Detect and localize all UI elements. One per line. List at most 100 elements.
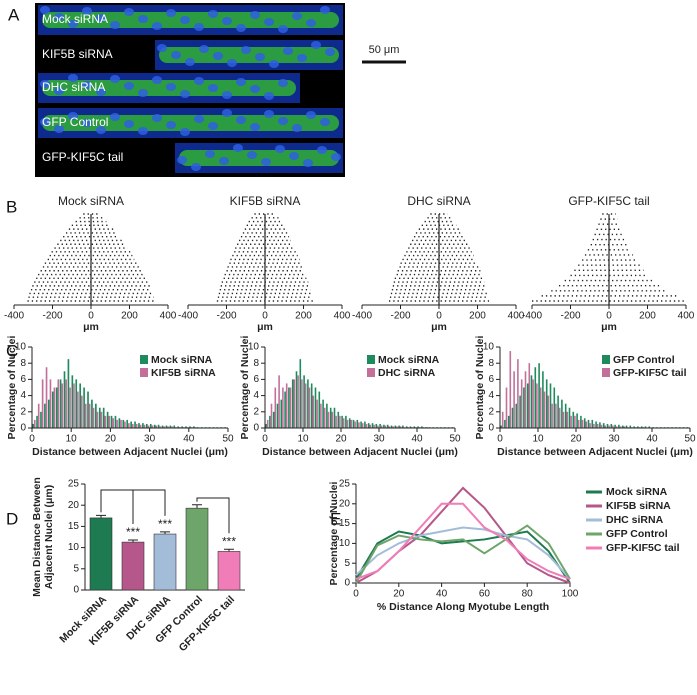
nucleus — [68, 20, 78, 28]
nucleus — [152, 114, 162, 122]
nucleus — [247, 151, 257, 159]
nucleus — [264, 92, 274, 100]
histogram-bar — [131, 423, 134, 428]
histogram-bar — [96, 411, 99, 428]
y-tick-label: 10 — [15, 342, 27, 353]
histogram-bar — [587, 419, 590, 428]
histogram-bar — [331, 411, 334, 428]
histogram-bar — [526, 383, 529, 428]
histogram-bar — [345, 415, 347, 428]
x-tick-label: 400 — [160, 311, 177, 322]
y-tick-label: 2 — [20, 406, 26, 417]
histogram-bar — [574, 415, 576, 428]
y-tick-label: 4 — [20, 390, 26, 401]
nucleus — [138, 127, 148, 135]
legend-label: GFP-KIF5C tail — [613, 367, 687, 379]
nucleus — [278, 79, 288, 87]
histogram-bar — [120, 419, 122, 428]
histogram-bar — [301, 379, 303, 428]
y-tick-label: 6 — [20, 374, 26, 385]
x-tick-label: -200 — [560, 311, 580, 322]
histogram-bar — [369, 424, 372, 428]
nucleus — [82, 81, 92, 89]
histogram-bar — [595, 421, 597, 428]
error-bar — [192, 504, 202, 509]
x-tick-label: -400 — [4, 311, 24, 322]
histogram-bar — [308, 387, 311, 428]
histogram-bar — [289, 387, 292, 428]
histogram-bar — [79, 383, 81, 428]
histogram-bar — [320, 403, 322, 428]
histogram-bar — [333, 407, 336, 428]
nucleus — [180, 90, 190, 98]
histogram-bar — [280, 399, 283, 428]
error-bar — [128, 539, 138, 543]
histogram-bar — [59, 379, 62, 428]
histogram-bar — [421, 426, 423, 428]
histogram-bar — [523, 387, 525, 428]
histogram-bar — [87, 391, 89, 428]
y-tick-label: 8 — [20, 358, 26, 369]
histogram-bar — [346, 419, 349, 428]
nucleus — [96, 88, 106, 96]
histogram-bar — [606, 423, 609, 428]
histogram-bar — [576, 413, 578, 428]
nucleus — [205, 150, 215, 158]
nucleus — [269, 60, 279, 68]
nucleus — [82, 119, 92, 127]
legend-swatch — [367, 368, 375, 377]
y-tick-label: 0 — [253, 423, 259, 434]
histogram-bar — [394, 425, 397, 428]
histogram-bar — [284, 391, 286, 428]
legend-label: Mock siRNA — [378, 354, 440, 366]
histogram-bar — [542, 371, 544, 428]
y-axis-label: Percentage of Nuclei — [474, 335, 486, 439]
histogram-bar — [304, 383, 307, 428]
x-tick-label: 20 — [393, 589, 405, 600]
histogram-bar — [553, 387, 556, 428]
nucleus — [96, 126, 106, 134]
nucleus — [261, 158, 271, 166]
histogram-bar — [500, 425, 502, 428]
histogram-bar — [185, 426, 187, 428]
histogram-bar — [580, 415, 582, 428]
plot-title: DHC siRNA — [407, 194, 470, 208]
nucleus — [166, 9, 176, 17]
histogram-bar — [98, 407, 101, 428]
histogram-bar — [272, 411, 275, 428]
y-tick-label: 0 — [73, 585, 79, 596]
panel-label: D — [6, 509, 18, 528]
nucleus — [233, 144, 243, 152]
histogram-bar — [326, 403, 328, 428]
nucleus — [320, 118, 330, 126]
x-tick-label: -400 — [178, 311, 198, 322]
nucleus — [278, 25, 288, 33]
x-tick-label: 200 — [639, 311, 656, 322]
nucleus — [194, 115, 204, 123]
nucleus — [250, 85, 260, 93]
histogram-bar — [165, 425, 168, 428]
histogram-bar — [511, 407, 514, 428]
x-tick-label: 400 — [508, 311, 525, 322]
bar — [217, 551, 241, 591]
histogram-bar — [67, 359, 70, 428]
nucleus — [110, 113, 120, 121]
image-label: KIF5B siRNA — [42, 47, 113, 61]
histogram-bar — [551, 403, 553, 428]
histogram-bar — [538, 363, 540, 428]
nucleus — [292, 124, 302, 132]
histogram-bar — [367, 423, 370, 428]
histogram-bar — [399, 426, 402, 428]
histogram-bar — [88, 403, 91, 428]
nucleus — [152, 22, 162, 30]
histogram-bar — [91, 399, 93, 428]
histogram-bar — [564, 403, 567, 428]
error-bar — [160, 531, 170, 535]
histogram-bar — [536, 383, 538, 428]
histogram-bar — [112, 418, 115, 428]
histogram-bar — [593, 423, 595, 428]
x-tick-label: 10 — [297, 434, 309, 445]
y-tick-label: 5 — [344, 558, 350, 569]
nucleus — [222, 17, 232, 25]
nucleus — [255, 53, 265, 61]
